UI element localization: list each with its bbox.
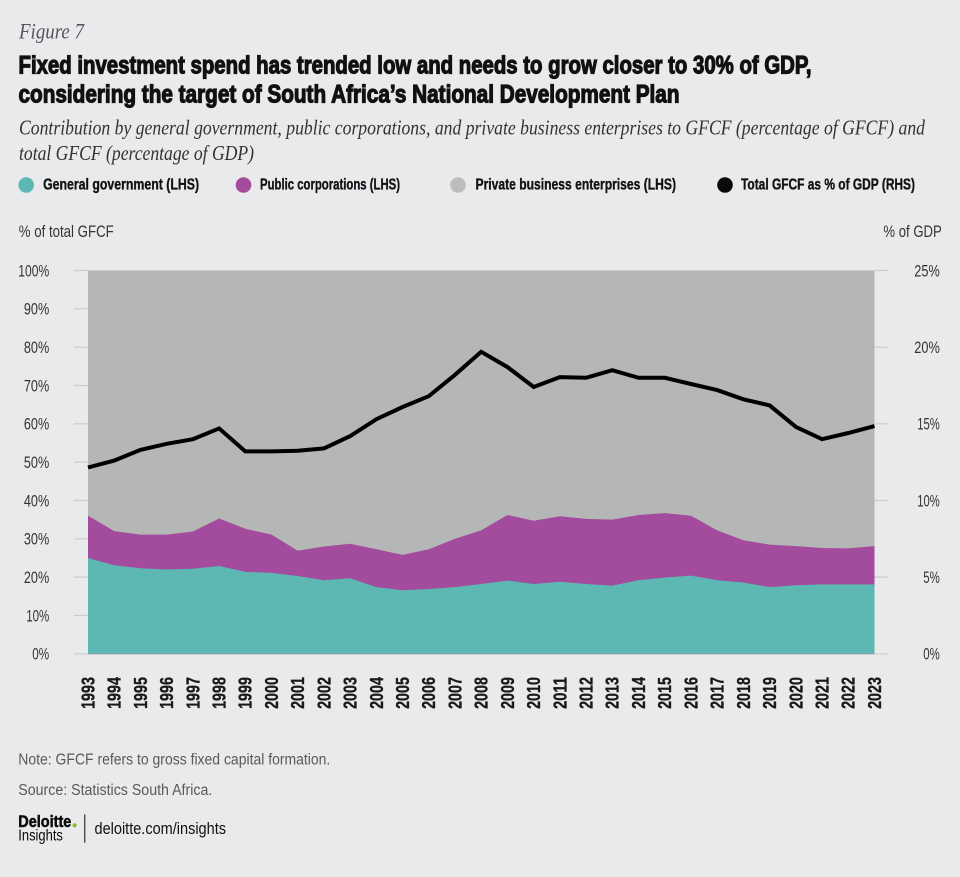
svg-text:5%: 5% <box>923 569 940 587</box>
svg-text:% of GDP: % of GDP <box>883 222 941 241</box>
svg-text:General government (LHS): General government (LHS) <box>43 176 199 193</box>
svg-text:deloitte.com/insights: deloitte.com/insights <box>95 819 227 838</box>
svg-text:2019: 2019 <box>759 677 780 709</box>
svg-text:Fixed investment spend has tre: Fixed investment spend has trended low a… <box>19 51 812 79</box>
svg-text:1996: 1996 <box>156 677 177 709</box>
svg-text:20%: 20% <box>914 339 940 357</box>
svg-text:considering the target of Sout: considering the target of South Africa’s… <box>19 81 680 109</box>
svg-text:2012: 2012 <box>576 677 597 709</box>
svg-text:50%: 50% <box>24 454 50 472</box>
svg-text:25%: 25% <box>914 262 940 280</box>
svg-text:2018: 2018 <box>733 677 754 709</box>
svg-text:2009: 2009 <box>497 677 518 709</box>
svg-text:1994: 1994 <box>104 677 125 709</box>
svg-text:2005: 2005 <box>392 677 413 709</box>
svg-text:2000: 2000 <box>261 677 282 709</box>
svg-text:30%: 30% <box>24 531 50 549</box>
svg-text:Public corporations (LHS): Public corporations (LHS) <box>260 176 400 193</box>
svg-text:2013: 2013 <box>602 677 623 709</box>
svg-text:total GFCF (percentage of GDP): total GFCF (percentage of GDP) <box>19 141 254 165</box>
svg-text:0%: 0% <box>32 646 49 664</box>
svg-text:Deloitte: Deloitte <box>18 813 71 831</box>
svg-text:2022: 2022 <box>838 677 859 709</box>
svg-text:10%: 10% <box>26 607 49 625</box>
svg-text:60%: 60% <box>24 416 50 434</box>
svg-text:Source: Statistics South Afric: Source: Statistics South Africa. <box>18 782 212 799</box>
svg-text:40%: 40% <box>24 492 50 510</box>
svg-text:1995: 1995 <box>130 677 151 709</box>
svg-text:100%: 100% <box>18 262 49 280</box>
svg-text:2008: 2008 <box>471 677 492 709</box>
svg-text:1999: 1999 <box>235 677 256 709</box>
svg-text:2021: 2021 <box>812 677 833 709</box>
svg-text:2017: 2017 <box>707 677 728 709</box>
svg-text:70%: 70% <box>24 377 50 395</box>
svg-text:10%: 10% <box>917 492 940 510</box>
svg-text:Contribution by general govern: Contribution by general government, publ… <box>19 115 925 139</box>
svg-text:2001: 2001 <box>287 677 308 709</box>
svg-text:2002: 2002 <box>313 677 334 709</box>
svg-text:2023: 2023 <box>864 677 885 709</box>
svg-text:1997: 1997 <box>182 677 203 709</box>
svg-text:Figure 7: Figure 7 <box>18 19 85 44</box>
svg-text:2014: 2014 <box>628 677 649 709</box>
svg-text:1993: 1993 <box>77 677 98 709</box>
svg-text:2015: 2015 <box>654 677 675 709</box>
svg-text:0%: 0% <box>923 646 940 664</box>
svg-text:15%: 15% <box>917 416 940 434</box>
svg-text:1998: 1998 <box>209 677 230 709</box>
svg-text:2011: 2011 <box>549 677 570 709</box>
svg-text:% of total GFCF: % of total GFCF <box>19 222 114 241</box>
svg-text:2010: 2010 <box>523 677 544 709</box>
svg-text:Total GFCF as % of GDP (RHS): Total GFCF as % of GDP (RHS) <box>741 176 915 193</box>
svg-text:2006: 2006 <box>418 677 439 709</box>
svg-text:2003: 2003 <box>340 677 361 709</box>
svg-text:80%: 80% <box>24 339 50 357</box>
svg-text:2016: 2016 <box>680 677 701 709</box>
svg-text:90%: 90% <box>24 301 50 319</box>
svg-text:2007: 2007 <box>444 677 465 709</box>
svg-text:Note: GFCF refers to gross fix: Note: GFCF refers to gross fixed capital… <box>18 752 330 769</box>
svg-text:Insights: Insights <box>18 827 63 844</box>
svg-text:2004: 2004 <box>366 677 387 709</box>
svg-text:Private business enterprises (: Private business enterprises (LHS) <box>476 176 677 193</box>
svg-text:20%: 20% <box>24 569 50 587</box>
svg-text:2020: 2020 <box>785 677 806 709</box>
